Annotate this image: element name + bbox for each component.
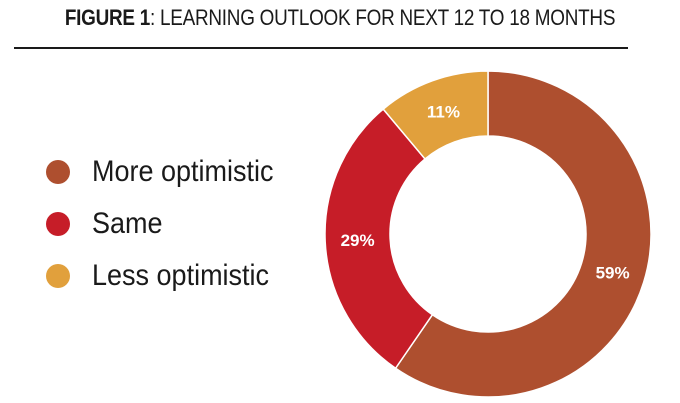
- legend-item-less-optimistic: Less optimistic: [46, 250, 294, 302]
- donut-labels: 59% 29% 11%: [341, 102, 630, 282]
- slice-label-same: 29%: [341, 231, 375, 250]
- legend-label: More optimistic: [92, 155, 274, 188]
- chart-title-prefix: FIGURE 1: [64, 5, 151, 30]
- legend-item-more-optimistic: More optimistic: [46, 146, 294, 198]
- slice-more-optimistic: [394, 70, 652, 398]
- title-divider: [14, 47, 628, 49]
- slice-less-optimistic: [382, 70, 489, 160]
- chart-title: FIGURE 1: LEARNING OUTLOOK FOR NEXT 12 T…: [48, 4, 633, 32]
- donut-slices: [324, 70, 652, 398]
- slice-label-less-optimistic: 11%: [427, 102, 460, 121]
- slice-same: [324, 108, 434, 370]
- legend-swatch: [46, 160, 70, 184]
- legend: More optimistic Same Less optimistic: [46, 146, 294, 302]
- legend-swatch: [46, 264, 70, 288]
- chart-title-text: : LEARNING OUTLOOK FOR NEXT 12 TO 18 MON…: [150, 5, 616, 30]
- legend-item-same: Same: [46, 198, 294, 250]
- legend-label: Less optimistic: [92, 259, 270, 292]
- legend-label: Same: [92, 207, 163, 240]
- slice-label-more-optimistic: 59%: [596, 264, 630, 283]
- legend-swatch: [46, 212, 70, 236]
